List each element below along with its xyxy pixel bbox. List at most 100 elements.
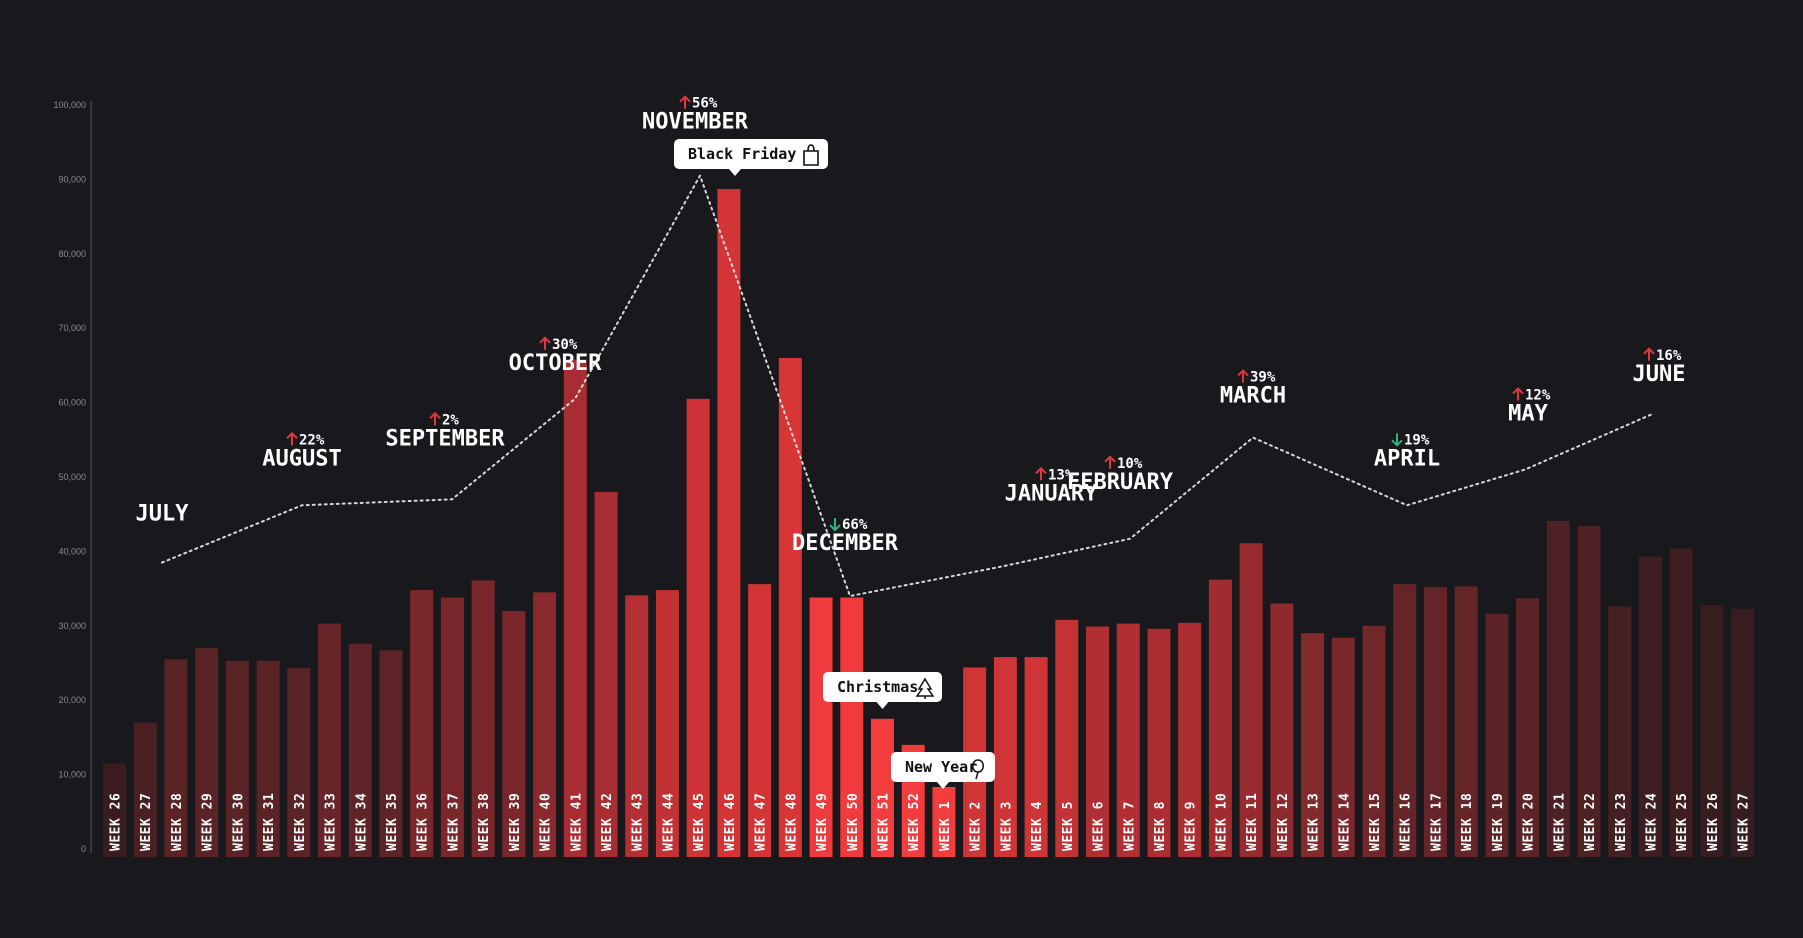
bar [1055, 619, 1079, 857]
callout-black-friday: Black Friday [674, 139, 828, 176]
bar [164, 659, 188, 857]
bar [655, 590, 679, 857]
y-tick-label: 70,000 [58, 323, 86, 333]
week-label: WEEK 12 [1276, 793, 1291, 851]
week-label: WEEK 31 [262, 793, 277, 851]
week-label: WEEK 35 [385, 793, 400, 851]
week-label: WEEK 51 [877, 793, 892, 851]
month-label: MAY [1508, 402, 1548, 427]
bar [1116, 623, 1140, 857]
shopping-bag-icon [803, 144, 819, 166]
bar [932, 787, 956, 857]
week-label: WEEK 34 [354, 793, 369, 851]
bar [748, 584, 772, 857]
arrow-down-icon [829, 518, 841, 532]
week-label: WEEK 5 [1061, 801, 1076, 851]
month-change: 19% [1391, 432, 1430, 448]
bar [563, 359, 587, 857]
bar [993, 657, 1017, 857]
arrow-up-icon [1512, 387, 1524, 401]
week-label: WEEK 48 [784, 793, 799, 851]
change-percent: 10% [1117, 456, 1143, 472]
bar [1608, 606, 1632, 857]
week-label: WEEK 29 [201, 793, 216, 851]
arrow-up-icon [1237, 369, 1249, 383]
month-label: FEBRUARY [1067, 470, 1174, 495]
week-label: WEEK 52 [907, 793, 922, 851]
bar [1239, 543, 1263, 857]
month-change: 13% [1035, 466, 1074, 483]
callout-new-year: New Year [891, 752, 995, 789]
bar [871, 718, 894, 857]
bar [379, 650, 403, 857]
change-percent: 39% [1250, 370, 1276, 386]
baseline [103, 849, 1754, 857]
week-label: WEEK 38 [477, 793, 492, 851]
y-tick-label: 80,000 [58, 249, 86, 259]
month-label: NOVEMBER [642, 110, 749, 135]
week-label: WEEK 9 [1184, 801, 1199, 851]
month-label: SEPTEMBER [385, 426, 505, 451]
week-label: WEEK 10 [1214, 793, 1229, 851]
arrow-up-icon [539, 336, 551, 350]
bar [1577, 526, 1601, 857]
bar [686, 398, 710, 857]
balloon-icon [972, 759, 984, 780]
week-label: WEEK 3 [999, 801, 1014, 851]
week-label: WEEK 27 [1737, 793, 1752, 851]
y-tick-label: 90,000 [58, 174, 86, 184]
bar [1731, 608, 1755, 857]
trend-line [161, 173, 1654, 598]
bar [1485, 613, 1509, 857]
week-label: WEEK 25 [1675, 793, 1690, 851]
week-label: WEEK 39 [508, 793, 523, 851]
bar [1423, 587, 1447, 857]
week-label: WEEK 37 [446, 793, 461, 851]
month-change: 2% [429, 411, 459, 428]
week-label: WEEK 43 [631, 793, 646, 851]
callout-christmas: Christmas [823, 672, 942, 709]
y-tick-label: 40,000 [58, 546, 86, 556]
month-label: OCTOBER [509, 351, 602, 376]
bar [1301, 633, 1325, 857]
arrow-up-icon [679, 95, 691, 109]
bar-series: WEEK 26 WEEK 27 WEEK 28 WEEK 29 WEEK 30 WEEK … [103, 189, 1755, 857]
week-label: WEEK 2 [969, 801, 984, 851]
month-label: AUGUST [262, 446, 341, 471]
week-label: WEEK 24 [1645, 793, 1660, 851]
callout-pointer [876, 702, 889, 709]
month-label: JUNE [1633, 362, 1686, 387]
bar [1147, 628, 1171, 857]
month-change: 10% [1104, 455, 1143, 472]
week-label: WEEK 30 [231, 793, 246, 851]
week-label: WEEK 6 [1092, 801, 1107, 851]
week-label: WEEK 33 [324, 793, 339, 851]
arrow-up-icon [1035, 466, 1047, 481]
week-label: WEEK 1 [938, 801, 953, 851]
week-label: WEEK 45 [692, 793, 707, 851]
y-tick-label: 20,000 [58, 695, 86, 705]
week-label: WEEK 42 [600, 793, 615, 851]
bar [318, 623, 342, 857]
bar [1178, 622, 1202, 857]
month-label: MARCH [1220, 384, 1286, 409]
bar [809, 597, 833, 857]
event-callouts: Black Friday Christmas New Year [674, 139, 995, 789]
bar [287, 668, 311, 857]
month-change: 39% [1237, 369, 1276, 386]
bar [1208, 579, 1232, 857]
week-label: WEEK 17 [1429, 793, 1444, 851]
month-label: JANUARY [1005, 481, 1098, 506]
bar [256, 660, 280, 857]
week-label: WEEK 8 [1153, 801, 1168, 851]
week-label: WEEK 14 [1337, 793, 1352, 851]
week-label: WEEK 36 [416, 793, 431, 851]
week-label: WEEK 11 [1245, 793, 1260, 851]
arrow-up-icon [286, 431, 298, 446]
change-percent: 2% [442, 412, 459, 428]
monthly-trend-line [161, 173, 1654, 598]
week-label: WEEK 44 [661, 793, 676, 851]
month-change: 56% [679, 95, 718, 112]
